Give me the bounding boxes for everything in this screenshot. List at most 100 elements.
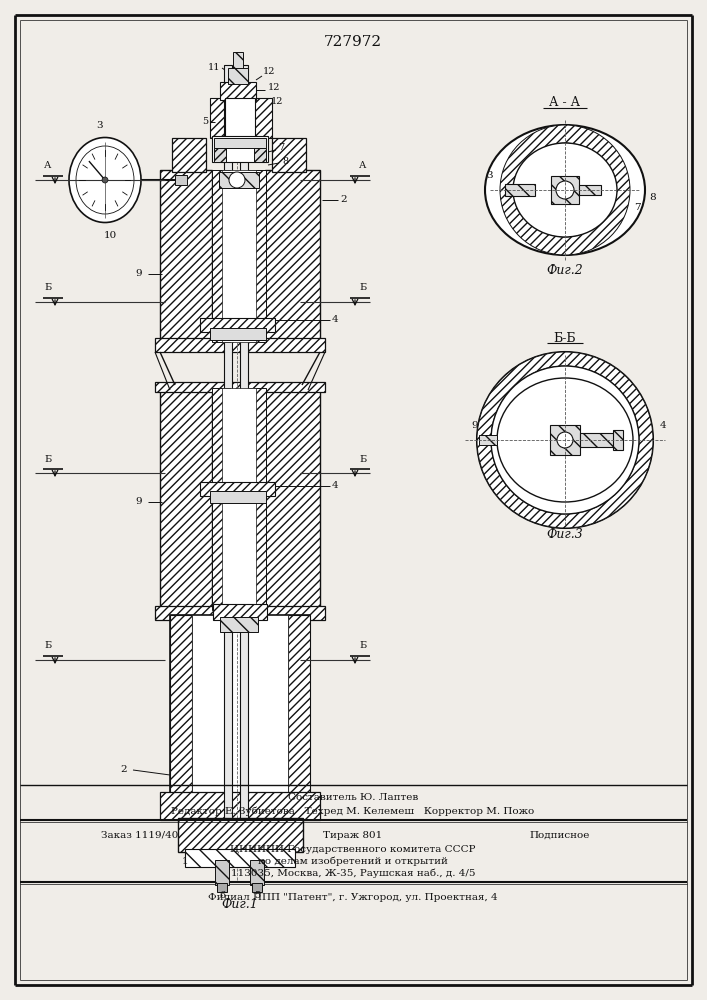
Text: 1: 1 (182, 857, 188, 866)
Circle shape (229, 172, 245, 188)
Bar (265, 170, 320, 342)
Bar (248, 170, 266, 342)
Text: 12: 12 (271, 98, 284, 106)
Text: Фиг.3: Фиг.3 (547, 528, 583, 542)
Text: А - А: А - А (549, 97, 580, 109)
Ellipse shape (485, 125, 645, 255)
Text: 12: 12 (268, 84, 281, 93)
Text: 2: 2 (340, 196, 346, 205)
Text: А: А (359, 161, 367, 170)
Text: 5: 5 (254, 890, 260, 900)
Bar (233, 52, 243, 72)
Text: 10: 10 (103, 231, 117, 239)
Circle shape (556, 181, 574, 199)
Bar (220, 617, 258, 632)
Bar (288, 615, 310, 795)
Text: Б: Б (45, 284, 52, 292)
Bar (265, 388, 320, 610)
Bar (220, 82, 256, 100)
Bar (613, 430, 623, 450)
Text: Б: Б (359, 454, 367, 464)
Text: Б: Б (359, 642, 367, 650)
Text: 7: 7 (633, 204, 641, 213)
Bar (224, 65, 232, 865)
Text: 4: 4 (332, 482, 339, 490)
Bar (254, 148, 266, 162)
Bar (212, 388, 230, 610)
Bar (172, 138, 206, 172)
Bar (505, 184, 535, 196)
Bar (213, 604, 267, 620)
Text: Фиг.1: Фиг.1 (221, 898, 258, 910)
Bar (160, 792, 320, 820)
Bar (210, 491, 266, 503)
Text: 9: 9 (135, 269, 142, 278)
Text: 6: 6 (219, 890, 225, 900)
Bar (212, 170, 230, 342)
Bar (155, 338, 325, 352)
Bar (252, 883, 262, 892)
Circle shape (477, 352, 653, 528)
Text: 12: 12 (263, 68, 276, 77)
Bar (240, 65, 248, 865)
Ellipse shape (76, 146, 134, 214)
Bar (250, 860, 264, 885)
Bar (185, 849, 295, 867)
Text: Б: Б (359, 284, 367, 292)
Text: 9: 9 (135, 497, 142, 506)
Bar (219, 172, 259, 188)
Bar (210, 98, 272, 138)
Text: Заказ 1119/40: Заказ 1119/40 (101, 830, 179, 840)
Bar (214, 148, 226, 162)
Text: 8: 8 (650, 194, 656, 202)
Text: Филиал ППП "Патент", г. Ужгород, ул. Проектная, 4: Филиал ППП "Патент", г. Ужгород, ул. Про… (208, 892, 498, 902)
Bar (175, 175, 187, 185)
Circle shape (491, 366, 639, 514)
Bar (248, 388, 266, 610)
Text: 11: 11 (207, 64, 220, 73)
Bar (228, 68, 248, 84)
Text: 8: 8 (282, 157, 288, 166)
Text: 4: 4 (660, 420, 666, 430)
Bar (192, 615, 288, 795)
Bar (551, 176, 579, 204)
Text: Фиг.2: Фиг.2 (547, 264, 583, 277)
Bar (272, 138, 306, 172)
Text: 5: 5 (202, 117, 208, 126)
Bar (214, 138, 266, 148)
Bar (222, 388, 256, 610)
Bar (155, 382, 325, 392)
Bar (217, 883, 227, 892)
Text: 2: 2 (120, 766, 127, 774)
Bar (225, 98, 255, 138)
Circle shape (102, 177, 108, 183)
Text: А: А (45, 161, 52, 170)
Text: ЦНИИПИ Государственного комитета СССР: ЦНИИПИ Государственного комитета СССР (230, 844, 476, 854)
Wedge shape (500, 125, 630, 255)
Ellipse shape (497, 378, 633, 502)
Text: 113035, Москва, Ж-35, Раушская наб., д. 4/5: 113035, Москва, Ж-35, Раушская наб., д. … (230, 868, 475, 878)
Text: Составитель Ю. Лаптев: Составитель Ю. Лаптев (288, 792, 418, 802)
Text: Б: Б (45, 454, 52, 464)
Ellipse shape (69, 137, 141, 223)
Bar (170, 615, 310, 795)
Bar (160, 170, 212, 342)
Bar (580, 433, 615, 447)
Circle shape (557, 432, 573, 448)
Ellipse shape (513, 143, 617, 237)
Text: 4: 4 (332, 316, 339, 324)
Bar (210, 328, 266, 340)
Text: 3: 3 (486, 170, 493, 180)
Bar (155, 606, 325, 620)
Bar (579, 185, 601, 195)
Text: Б-Б: Б-Б (554, 332, 576, 344)
Bar (200, 482, 275, 496)
Text: Б: Б (45, 642, 52, 650)
Bar (160, 388, 212, 610)
Bar (200, 318, 275, 332)
Text: Подписное: Подписное (530, 830, 590, 840)
Bar (178, 818, 303, 852)
Bar (170, 615, 192, 795)
Bar (215, 860, 229, 885)
Text: 7: 7 (278, 143, 284, 152)
